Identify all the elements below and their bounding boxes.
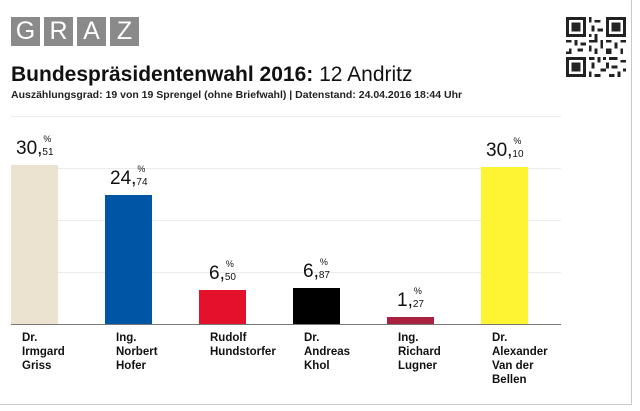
title-bold: Bundespräsidentenwahl 2016: <box>11 63 314 86</box>
category-label-line: Alexander <box>492 346 548 358</box>
data-label-integer: 6, <box>303 261 319 282</box>
gridline <box>11 220 561 221</box>
data-label-unit: % <box>513 136 522 146</box>
category-label: Ing. Richard Lugner <box>398 331 441 373</box>
category-label: Dr. Irmgard Griss <box>22 331 65 373</box>
x-axis-line <box>11 324 561 325</box>
data-label: 6,50% <box>209 259 236 285</box>
data-label-unit: % <box>43 134 52 144</box>
bar <box>11 165 58 324</box>
data-label: 30,10% <box>486 136 524 162</box>
category-label-line: Dr. <box>492 332 508 344</box>
data-label-decimals: 87 <box>318 270 330 281</box>
chart-frame <box>0 0 632 405</box>
category-label: Rudolf Hundstorfer <box>210 331 276 359</box>
category-label-line: Bellen <box>492 374 527 386</box>
logo-letter: A <box>77 17 106 46</box>
bar <box>199 290 246 324</box>
category-label-line: Andreas <box>304 346 351 358</box>
logo-letter: Z <box>110 17 139 46</box>
category-label: Ing. Norbert Hofer <box>116 331 158 373</box>
category-label-line: Hofer <box>116 360 147 372</box>
data-label-unit: % <box>319 257 328 267</box>
category-label-line: Irmgard <box>22 346 65 358</box>
category-label-line: Van der <box>492 360 534 372</box>
gridline <box>11 116 561 117</box>
data-label-decimals: 10 <box>512 149 524 160</box>
data-label-unit: % <box>137 164 146 174</box>
page-subtitle: Auszählungsgrad: 19 von 19 Sprengel (ohn… <box>11 89 463 101</box>
data-label-decimals: 27 <box>412 299 424 310</box>
data-label: 6,87% <box>303 257 330 283</box>
graz-logo: G R A Z <box>11 17 139 46</box>
data-label-decimals: 74 <box>136 177 148 188</box>
bar <box>387 317 434 324</box>
category-label-line: Lugner <box>398 360 437 372</box>
data-label-integer: 30, <box>16 138 43 159</box>
category-label: Dr. Alexander Van der Bellen <box>492 331 548 387</box>
logo-letter: G <box>11 17 40 46</box>
bar <box>481 167 528 324</box>
logo-letter: R <box>44 17 73 46</box>
data-label-decimals: 51 <box>42 147 54 158</box>
page-title: Bundespräsidentenwahl 2016: 12 Andritz <box>11 63 413 87</box>
data-label-unit: % <box>225 259 234 269</box>
category-label-line: Richard <box>398 346 441 358</box>
gridline <box>11 168 561 169</box>
data-label-unit: % <box>413 286 422 296</box>
title-district: 12 Andritz <box>319 63 413 86</box>
data-label: 30,51% <box>16 134 54 160</box>
data-label-integer: 30, <box>486 140 513 161</box>
data-label-integer: 24, <box>110 168 137 189</box>
category-label-line: Norbert <box>116 346 158 358</box>
data-label-integer: 6, <box>209 263 225 284</box>
bar <box>105 195 152 324</box>
category-label-line: Griss <box>22 360 52 372</box>
gridline <box>11 272 561 273</box>
category-label-line: Hundstorfer <box>210 346 276 358</box>
category-label-line: Dr. <box>304 332 320 344</box>
data-label-decimals: 50 <box>224 272 236 283</box>
category-label-line: Ing. <box>398 332 419 344</box>
bar <box>293 288 340 324</box>
category-label-line: Ing. <box>116 332 137 344</box>
category-label-line: Dr. <box>22 332 38 344</box>
data-label-integer: 1, <box>397 290 413 311</box>
data-label: 24,74% <box>110 164 148 190</box>
data-label: 1,27% <box>397 286 424 312</box>
category-label-line: Khol <box>304 360 330 372</box>
category-label: Dr. Andreas Khol <box>304 331 350 373</box>
qr-code-icon <box>566 17 626 77</box>
category-label-line: Rudolf <box>210 332 247 344</box>
